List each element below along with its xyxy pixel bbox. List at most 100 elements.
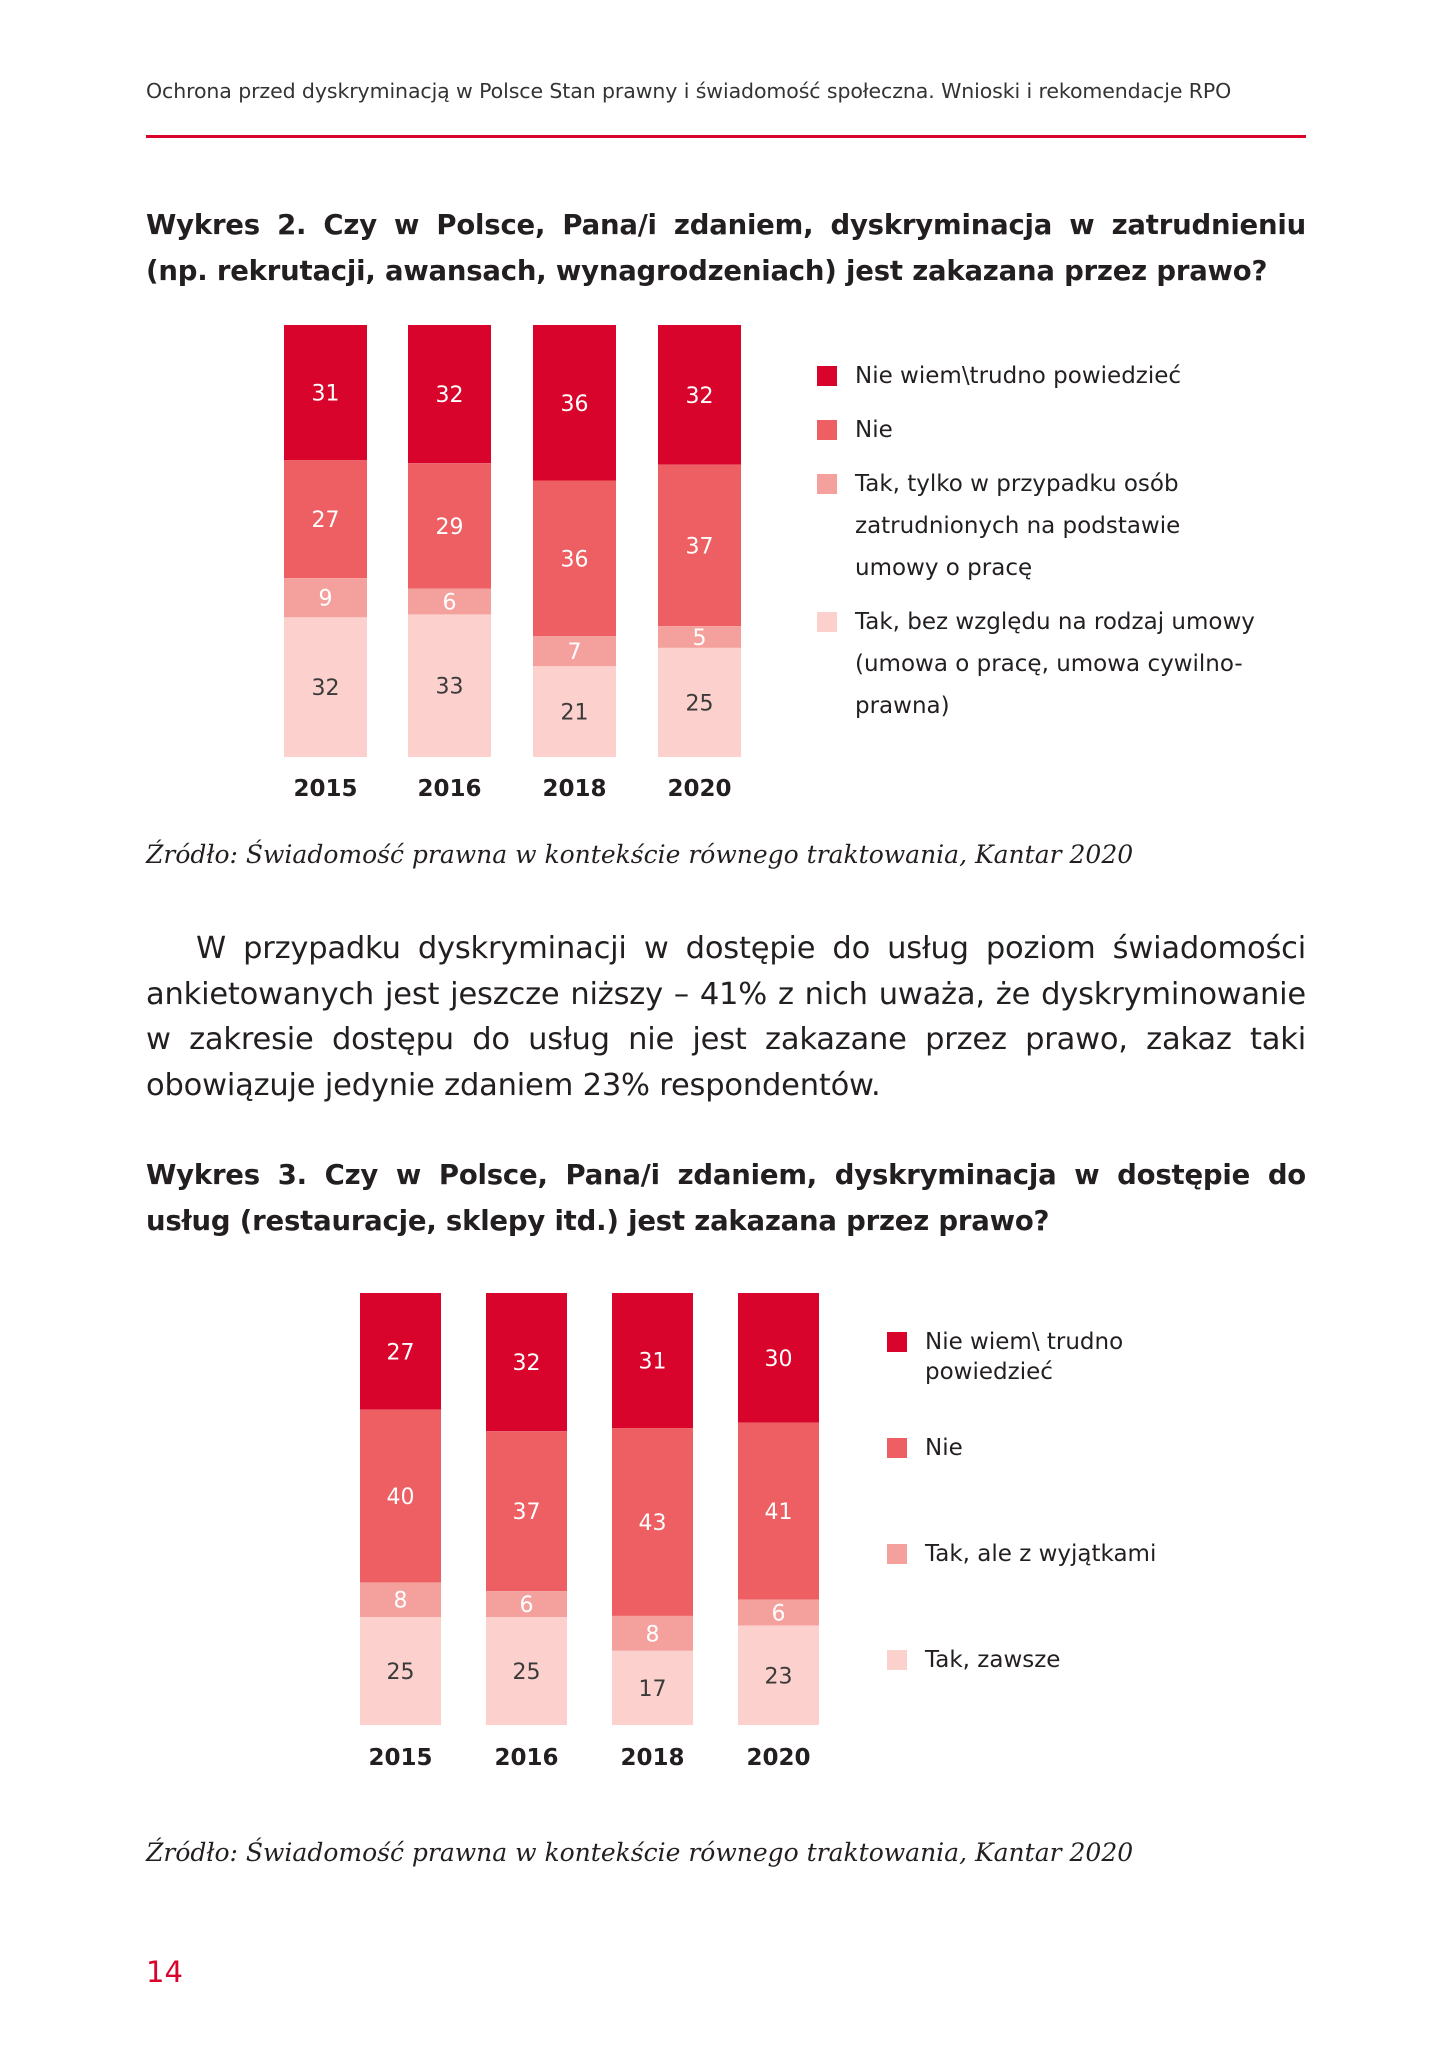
bar-segment [738,1422,819,1600]
legend-item: Tak, ale z wyjątkami [887,1539,1247,1569]
chart2-legend: Nie wiem\trudno powiedzieć Nie Tak, tylk… [817,355,1257,739]
bar-segment [408,463,491,589]
legend-item: Tak, bez względu na rodzaj umowy (umowa … [817,601,1257,727]
bar-segment [486,1591,567,1617]
legend-label: Tak, ale z wyjątkami [925,1541,1157,1567]
category-label: 2015 [368,1745,432,1771]
body-paragraph: W przypadku dyskryminacji w dostępie do … [146,931,1306,1103]
legend-label: Tak, bez względu na rodzaj umowy (umowa … [855,609,1255,719]
legend-item: Tak, zawsze [887,1645,1247,1675]
bar-value-label: 27 [312,508,340,533]
bar-value-label: 32 [686,384,714,409]
bar-segment [658,464,741,627]
bar-value-label: 25 [513,1660,541,1685]
bar-segment [486,1431,567,1592]
legend-swatch [887,1438,907,1458]
bar-segment [284,617,367,757]
legend-swatch [887,1650,907,1670]
bar-value-label: 21 [561,701,589,726]
bar-value-label: 37 [686,534,714,559]
legend-label: Tak, tylko w przypadku osób zatrudnionyc… [855,471,1181,581]
bar-segment [738,1293,819,1423]
bar-segment [612,1293,693,1429]
legend-label: Nie [925,1435,963,1461]
bar-segment [533,666,616,757]
bar-value-label: 25 [686,691,714,716]
legend-swatch [887,1332,907,1352]
legend-item: Nie wiem\ trudno powiedzieć [887,1327,1247,1387]
bar-segment [738,1625,819,1725]
bar-value-label: 29 [436,515,464,540]
bar-value-label: 40 [387,1485,415,1510]
bar-value-label: 30 [765,1347,793,1372]
legend-item: Nie [817,409,1257,451]
bar-segment [612,1428,693,1616]
bar-segment [408,325,491,464]
bar-segment [533,325,616,481]
bar-value-label: 37 [513,1500,541,1525]
legend-label: Nie wiem\trudno powiedzieć [855,363,1182,389]
bar-value-label: 31 [312,382,340,407]
bar-value-label: 6 [520,1593,534,1618]
bar-segment [738,1599,819,1626]
bar-segment [658,626,741,648]
bar-segment [486,1617,567,1725]
bar-value-label: 36 [561,392,589,417]
header-rule [146,135,1306,138]
legend-swatch [817,366,837,386]
bar-value-label: 23 [765,1664,793,1689]
bar-segment [284,325,367,461]
category-label: 2015 [293,776,357,802]
bar-value-label: 32 [312,676,340,701]
body-text: W przypadku dyskryminacji w dostępie do … [146,926,1306,1108]
bar-segment [658,647,741,757]
bar-segment [360,1409,441,1583]
chart2-title: Wykres 2. Czy w Polsce, Pana/i zdaniem, … [146,209,1306,287]
bar-value-label: 36 [561,547,589,572]
bar-segment [533,636,616,667]
legend-item: Nie wiem\trudno powiedzieć [817,355,1257,397]
legend-swatch [817,612,837,632]
bar-segment [408,614,491,757]
bar-segment [284,460,367,579]
bar-segment [284,578,367,618]
legend-item: Nie [887,1433,1247,1463]
bar-value-label: 8 [394,1589,408,1614]
legend-label: Nie wiem\ trudno powiedzieć [925,1329,1124,1385]
category-label: 2016 [494,1745,558,1771]
chart3-source: Źródło: Świadomość prawna w kontekście r… [146,1838,1134,1867]
bar-value-label: 32 [513,1351,541,1376]
chart3-title: Wykres 3. Czy w Polsce, Pana/i zdaniem, … [146,1159,1306,1237]
category-label: 2016 [417,776,481,802]
chart2-source: Źródło: Świadomość prawna w kontekście r… [146,840,1134,869]
category-label: 2018 [542,776,606,802]
bar-segment [360,1617,441,1725]
bar-value-label: 5 [693,626,707,651]
bar-value-label: 6 [772,1602,786,1627]
bar-value-label: 32 [436,383,464,408]
bar-value-label: 17 [639,1677,667,1702]
bar-value-label: 7 [568,640,582,665]
bar-value-label: 31 [639,1350,667,1375]
chart3-legend: Nie wiem\ trudno powiedzieć Nie Tak, ale… [887,1327,1247,1687]
legend-label: Nie [855,417,893,443]
bar-segment [408,588,491,615]
legend-swatch [817,474,837,494]
category-label: 2020 [746,1745,810,1771]
bar-value-label: 8 [646,1622,660,1647]
legend-swatch [887,1544,907,1564]
bar-value-label: 41 [765,1500,793,1525]
legend-label: Tak, zawsze [925,1647,1061,1673]
legend-item: Tak, tylko w przypadku osób zatrudnionyc… [817,463,1257,589]
bar-value-label: 25 [387,1660,415,1685]
bar-value-label: 33 [436,675,464,700]
legend-swatch [817,420,837,440]
category-label: 2018 [620,1745,684,1771]
bar-segment [360,1582,441,1617]
running-header: Ochrona przed dyskryminacją w Polsce Sta… [146,79,1232,103]
bar-value-label: 9 [319,587,333,612]
bar-segment [360,1293,441,1410]
page-number: 14 [146,1955,183,1989]
bar-segment [612,1650,693,1725]
bar-segment [486,1293,567,1432]
